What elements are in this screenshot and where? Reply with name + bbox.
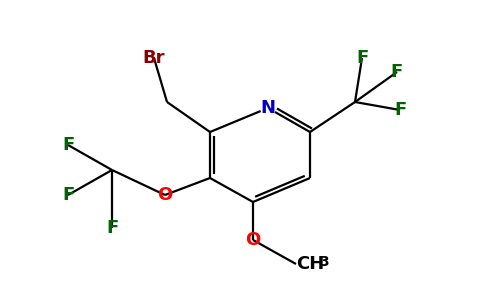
Text: F: F: [62, 136, 74, 154]
Text: O: O: [157, 186, 173, 204]
Text: CH: CH: [296, 255, 324, 273]
Text: N: N: [260, 99, 275, 117]
Text: O: O: [245, 231, 260, 249]
Text: F: F: [356, 49, 368, 67]
Text: Br: Br: [143, 49, 165, 67]
Text: F: F: [391, 63, 403, 81]
Text: F: F: [394, 101, 406, 119]
Text: F: F: [62, 186, 74, 204]
Text: F: F: [106, 219, 118, 237]
Text: 3: 3: [319, 255, 329, 269]
